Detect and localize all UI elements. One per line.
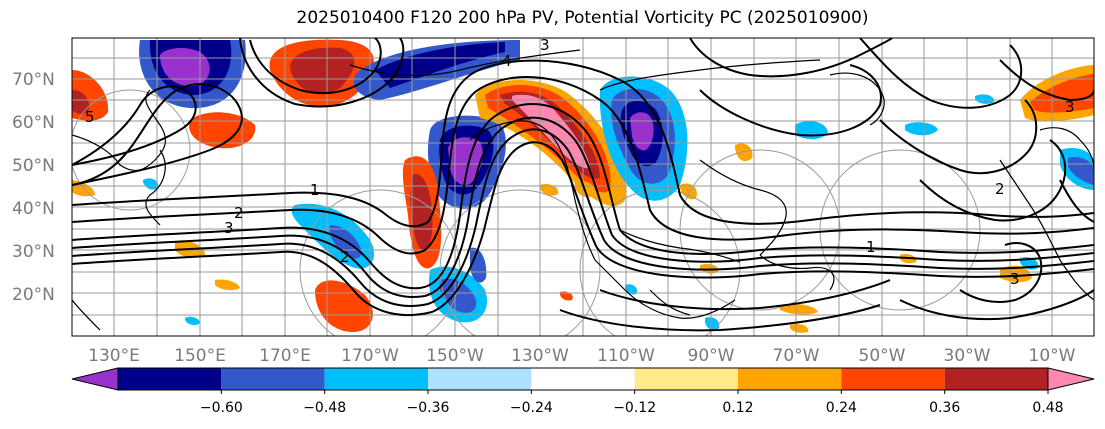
lon-label-110w: 110°W xyxy=(597,346,655,366)
lon-label-170e: 170°E xyxy=(259,346,311,366)
colorbar-tick-label: −0.60 xyxy=(200,400,243,416)
colorbar-segment xyxy=(428,368,532,390)
colorbar-tick-label: 0.24 xyxy=(826,400,857,416)
contour-label-2b: 2 xyxy=(995,180,1005,198)
colorbar-tick-label: −0.12 xyxy=(613,400,656,416)
longitude-axis: 130°E 150°E 170°E 170°W 150°W 130°W 110°… xyxy=(88,346,1076,366)
colorbar-tick-label: −0.24 xyxy=(510,400,553,416)
lon-label-70w: 70°W xyxy=(773,346,820,366)
contour-label-5: 5 xyxy=(85,108,95,126)
lat-label-50n: 50°N xyxy=(12,156,55,176)
lon-label-150e: 150°E xyxy=(174,346,226,366)
lon-label-150w: 150°W xyxy=(426,346,484,366)
lon-label-130e: 130°E xyxy=(88,346,140,366)
colorbar-tick-label: 0.48 xyxy=(1032,400,1063,416)
colorbar-segment xyxy=(531,368,635,390)
colorbar-segment xyxy=(221,368,325,390)
colorbar-segment xyxy=(841,368,945,390)
lat-label-60n: 60°N xyxy=(12,113,55,133)
lon-label-30w: 30°W xyxy=(944,346,991,366)
colorbar-segment xyxy=(738,368,842,390)
pv-fill-layer xyxy=(72,39,1094,333)
contour-label-2c: 2 xyxy=(340,248,350,266)
lon-label-130w: 130°W xyxy=(511,346,569,366)
lon-label-90w: 90°W xyxy=(688,346,735,366)
map-frame xyxy=(71,37,1095,337)
lat-label-20n: 20°N xyxy=(12,285,55,305)
colorbar-extend-max xyxy=(1047,367,1095,391)
contour-label-3d: 3 xyxy=(1010,270,1020,288)
colorbar-segment xyxy=(944,368,1048,390)
colorbar-tick-label: 0.12 xyxy=(722,400,753,416)
contour-label-1b: 1 xyxy=(866,238,876,256)
colorbar-segment xyxy=(324,368,428,390)
colorbar: −0.60 −0.48 −0.36 −0.24 −0.12 0.12 0.24 0.36 0.4… xyxy=(71,367,1095,416)
lon-label-50w: 50°W xyxy=(859,346,906,366)
contour-label-3b: 3 xyxy=(224,219,234,237)
lat-label-40n: 40°N xyxy=(12,199,55,219)
colorbar-tick-label: −0.48 xyxy=(303,400,346,416)
lat-label-30n: 30°N xyxy=(12,242,55,262)
contour-label-3c: 3 xyxy=(1065,98,1075,116)
contour-labels: 4 3 5 2 1 3 1 3 2 2 3 xyxy=(85,36,1075,288)
pv-contours xyxy=(72,38,1094,332)
lat-label-70n: 70°N xyxy=(12,70,55,90)
colorbar-segment xyxy=(634,368,738,390)
contour-label-4: 4 xyxy=(502,52,512,70)
colorbar-frame xyxy=(117,367,1049,391)
contour-label-3a: 3 xyxy=(540,36,550,54)
contour-label-1a: 1 xyxy=(310,181,320,199)
colorbar-tick-label: 0.36 xyxy=(929,400,960,416)
latitude-axis: 70°N 60°N 50°N 40°N 30°N 20°N xyxy=(12,70,55,305)
lon-label-10w: 10°W xyxy=(1029,346,1076,366)
colorbar-extend-min xyxy=(71,367,119,391)
lon-label-170w: 170°W xyxy=(341,346,399,366)
colorbar-segment xyxy=(118,368,222,390)
map-title: 2025010400 F120 200 hPa PV, Potential Vo… xyxy=(296,8,869,28)
colorbar-tick-label: −0.36 xyxy=(407,400,450,416)
contour-label-2: 2 xyxy=(234,204,244,222)
